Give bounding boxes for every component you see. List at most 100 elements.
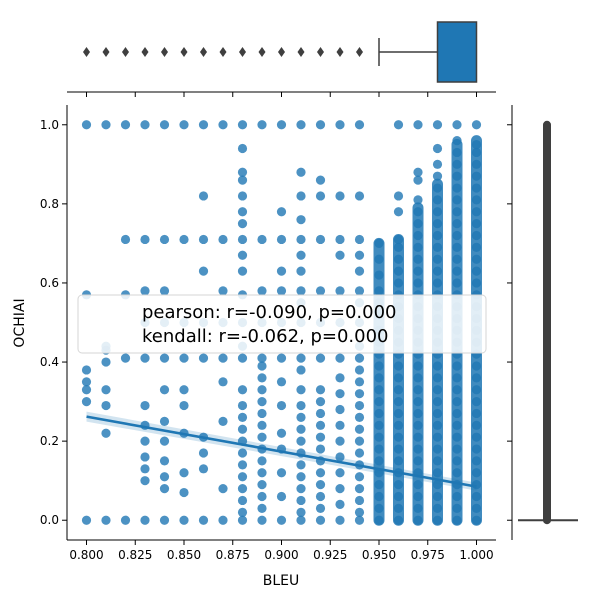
scatter-point bbox=[81, 365, 92, 375]
x-box-outlier bbox=[258, 47, 266, 57]
scatter-point bbox=[393, 480, 404, 490]
scatter-point bbox=[276, 377, 287, 387]
scatter-point bbox=[179, 120, 189, 130]
scatter-point bbox=[296, 424, 306, 434]
scatter-point bbox=[237, 353, 248, 363]
scatter-point bbox=[140, 120, 150, 130]
scatter-point bbox=[354, 400, 365, 411]
x-box-outlier bbox=[317, 47, 324, 57]
x-tick-label: 0.875 bbox=[216, 548, 250, 562]
scatter-point bbox=[237, 234, 248, 245]
scatter-point bbox=[432, 396, 443, 407]
scatter-point bbox=[432, 432, 443, 442]
scatter-point bbox=[257, 373, 267, 383]
scatter-point bbox=[257, 286, 267, 296]
scatter-point bbox=[452, 159, 462, 169]
scatter-point bbox=[413, 219, 423, 229]
scatter-point bbox=[140, 515, 150, 525]
scatter-point bbox=[374, 254, 384, 264]
scatter-point bbox=[335, 515, 345, 525]
scatter-point bbox=[237, 448, 248, 458]
scatter-point bbox=[374, 515, 384, 525]
scatter-point bbox=[218, 286, 228, 296]
scatter-point bbox=[257, 120, 267, 130]
scatter-point bbox=[471, 207, 482, 217]
scatter-point bbox=[354, 365, 365, 375]
scatter-point bbox=[315, 480, 326, 490]
scatter-point bbox=[237, 120, 248, 130]
scatter-point bbox=[452, 503, 462, 513]
x-box-outlier bbox=[356, 47, 363, 57]
scatter-point bbox=[452, 420, 462, 430]
scatter-point bbox=[198, 464, 209, 474]
scatter-point bbox=[257, 234, 267, 245]
scatter-point bbox=[393, 361, 404, 371]
x-tick-label: 0.925 bbox=[313, 548, 347, 562]
y-marginal-boxplot bbox=[507, 105, 578, 540]
scatter-point bbox=[471, 139, 482, 150]
scatter-point bbox=[374, 396, 384, 407]
x-box-outlier bbox=[141, 47, 149, 57]
scatter-point bbox=[393, 515, 404, 525]
scatter-point bbox=[452, 444, 462, 454]
scatter-point bbox=[335, 389, 345, 399]
scatter-point bbox=[257, 503, 267, 513]
scatter-point bbox=[276, 515, 287, 525]
x-tick-label: 0.825 bbox=[118, 548, 152, 562]
scatter-point bbox=[374, 270, 384, 280]
scatter-point bbox=[374, 408, 384, 419]
scatter-point bbox=[296, 286, 306, 296]
scatter-point bbox=[159, 385, 170, 395]
scatter-point bbox=[471, 408, 482, 419]
scatter-point bbox=[315, 385, 326, 395]
scatter-point bbox=[237, 424, 248, 434]
scatter-point bbox=[471, 266, 482, 276]
scatter-point bbox=[81, 385, 92, 395]
scatter-point bbox=[452, 230, 462, 241]
scatter-point bbox=[296, 215, 306, 225]
scatter-point bbox=[159, 436, 170, 446]
scatter-point bbox=[393, 207, 404, 217]
scatter-point bbox=[335, 468, 345, 478]
scatter-point bbox=[354, 377, 365, 387]
scatter-point bbox=[432, 183, 443, 193]
scatter-point bbox=[218, 416, 228, 426]
scatter-point bbox=[354, 424, 365, 434]
scatter-point bbox=[432, 242, 443, 252]
scatter-point bbox=[393, 373, 404, 383]
scatter-point bbox=[432, 408, 443, 419]
scatter-point bbox=[296, 436, 306, 446]
scatter-point bbox=[413, 491, 423, 502]
x-box-outlier bbox=[102, 47, 110, 57]
scatter-point bbox=[354, 436, 365, 446]
scatter-point bbox=[413, 175, 423, 185]
scatter-point bbox=[471, 420, 482, 430]
x-box-outlier bbox=[278, 47, 285, 57]
y-tick-label: 0.4 bbox=[40, 355, 59, 369]
scatter-point bbox=[218, 120, 228, 130]
scatter-point bbox=[471, 491, 482, 502]
scatter-point bbox=[452, 266, 462, 276]
scatter-point bbox=[218, 353, 228, 363]
scatter-point bbox=[374, 420, 384, 430]
scatter-point bbox=[354, 353, 365, 363]
correlation-annotation: pearson: r=-0.090, p=0.000 kendall: r=-0… bbox=[77, 294, 487, 354]
x-tick-label: 0.975 bbox=[411, 548, 445, 562]
scatter-point bbox=[374, 286, 384, 296]
scatter-point bbox=[374, 385, 384, 395]
scatter-point bbox=[315, 191, 326, 201]
scatter-point bbox=[354, 472, 365, 482]
x-box-outlier bbox=[219, 47, 227, 57]
scatter-point bbox=[393, 191, 404, 201]
scatter-point bbox=[315, 491, 326, 502]
scatter-point bbox=[471, 444, 482, 454]
scatter-point bbox=[159, 286, 170, 296]
scatter-point bbox=[159, 416, 170, 426]
scatter-point bbox=[198, 120, 209, 130]
scatter-point bbox=[335, 120, 345, 130]
y-tick-label: 0.0 bbox=[40, 513, 59, 527]
scatter-point bbox=[335, 373, 345, 383]
scatter-point bbox=[374, 361, 384, 371]
scatter-point bbox=[257, 353, 267, 363]
scatter-point bbox=[452, 373, 462, 383]
